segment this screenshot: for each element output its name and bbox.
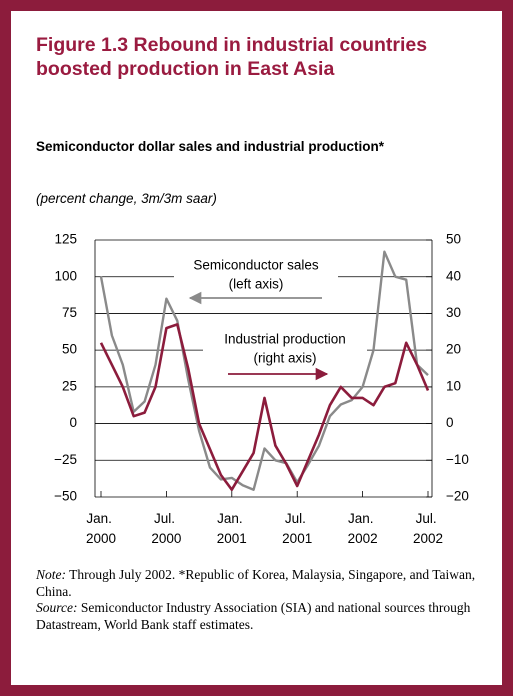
annotation: (right axis): [253, 351, 316, 366]
series-line: [99, 250, 429, 491]
y2-tick-label: −20: [446, 489, 469, 504]
y2-tick-label: 40: [446, 268, 461, 283]
note-label: Source:: [36, 600, 78, 615]
y2-tick-label: 20: [446, 342, 461, 357]
chart-subtitle: Semiconductor dollar sales and industria…: [36, 139, 385, 154]
y-tick-label: 100: [54, 268, 77, 283]
y2-tick-label: 30: [446, 305, 461, 320]
annotation: (left axis): [229, 277, 284, 292]
x-tick-label: Jul. 2000: [151, 511, 181, 546]
y-tick-label: −25: [54, 452, 77, 467]
y-tick-label: 75: [62, 305, 77, 320]
y2-tick-label: 50: [446, 232, 461, 247]
note-text: Semiconductor Industry Association (SIA)…: [36, 600, 471, 632]
y-tick-label: 50: [62, 342, 77, 357]
annotation: Semiconductor sales: [193, 258, 319, 273]
chart: −50 −25 0 25 50 75 100 125 −20 −10 0 10 20 30 40 50 Jan.…: [54, 232, 469, 546]
note-text: Through July 2002. *Republic of Korea, M…: [36, 567, 476, 599]
y2-tick-label: 10: [446, 378, 461, 393]
x-tick-label: Jul. 2002: [413, 511, 443, 546]
note: Source: Semiconductor Industry Associati…: [36, 600, 476, 633]
annotation-bg: [174, 255, 338, 297]
y2-tick-label: −10: [446, 452, 469, 467]
annotation-bg: [203, 329, 367, 371]
notes: Note: Through July 2002. *Republic of Ko…: [36, 567, 476, 633]
note: Note: Through July 2002. *Republic of Ko…: [36, 567, 476, 600]
chart-title: Figure 1.3 Rebound in industrial countri…: [36, 34, 428, 80]
y-tick-label: −50: [54, 489, 77, 504]
y-tick-label: 125: [54, 232, 77, 247]
x-tick-label: Jan. 2000: [86, 511, 116, 546]
y-tick-label: 25: [62, 378, 77, 393]
note-label: Note:: [36, 567, 66, 582]
x-tick-label: Jul. 2001: [282, 511, 312, 546]
units: (percent change, 3m/3m saar): [36, 191, 217, 206]
x-tick-label: Jan. 2002: [348, 511, 378, 546]
x-tick-label: Jan. 2001: [217, 511, 247, 546]
y-tick-label: 0: [69, 415, 77, 430]
series-line: [99, 323, 430, 491]
annotation: Industrial production: [224, 332, 346, 347]
y2-tick-label: 0: [446, 415, 454, 430]
